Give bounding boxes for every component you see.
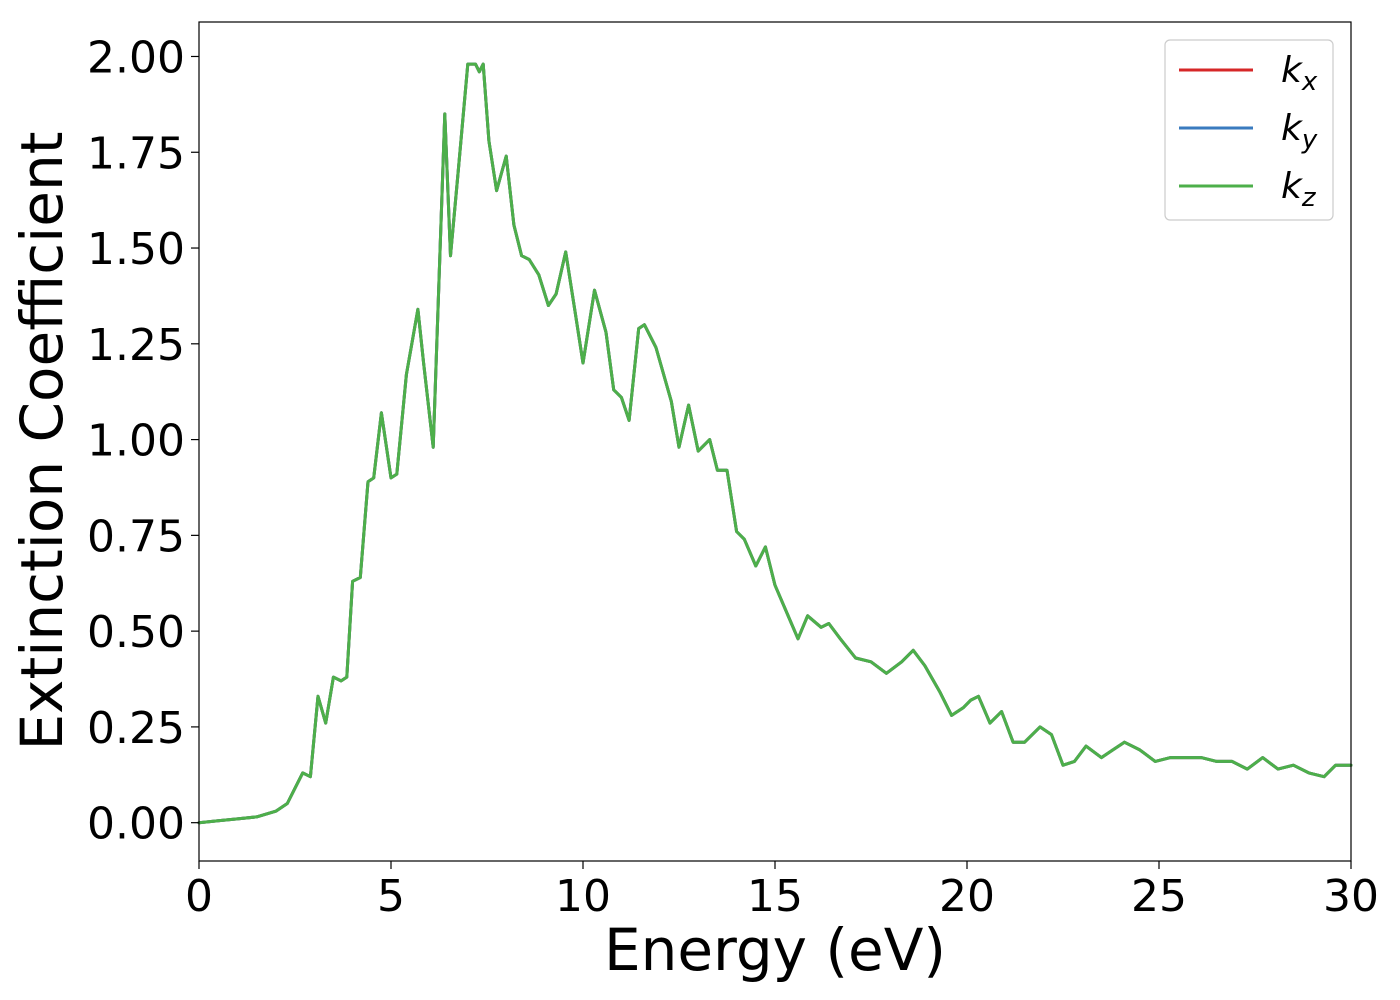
x-tick-label: 0 <box>185 871 213 922</box>
x-axis-ticks: 0 5 10 15 20 25 30 <box>185 861 1379 922</box>
y-axis-ticks: 0.00 0.25 0.50 0.75 1.00 1.25 1.50 1.75 2.00 <box>87 32 199 850</box>
x-tick-label: 20 <box>939 871 995 922</box>
legend-label: kz <box>1281 166 1317 213</box>
y-tick-label: 0.00 <box>87 799 185 850</box>
x-tick-label: 15 <box>747 871 803 922</box>
series-line-kz <box>197 62 1353 825</box>
y-tick-label: 1.50 <box>87 224 185 275</box>
legend-label: kx <box>1281 50 1318 97</box>
y-axis-title: Extinction Coefficient <box>8 132 76 751</box>
y-tick-label: 1.00 <box>87 416 185 467</box>
y-tick-label: 2.00 <box>87 32 185 83</box>
y-tick-label: 0.25 <box>87 703 185 754</box>
legend: kx ky kz <box>1164 39 1334 221</box>
y-tick-label: 0.50 <box>87 607 185 658</box>
x-tick-label: 5 <box>377 871 405 922</box>
series-layer <box>197 62 1353 825</box>
plot-area <box>199 22 1351 861</box>
y-tick-label: 1.75 <box>87 128 185 179</box>
x-tick-label: 30 <box>1323 871 1379 922</box>
y-tick-label: 1.25 <box>87 320 185 371</box>
legend-box <box>1164 39 1334 221</box>
y-tick-label: 0.75 <box>87 511 185 562</box>
x-axis-title: Energy (eV) <box>604 916 946 984</box>
x-tick-label: 10 <box>555 871 611 922</box>
x-tick-label: 25 <box>1131 871 1187 922</box>
legend-label: ky <box>1281 108 1318 155</box>
